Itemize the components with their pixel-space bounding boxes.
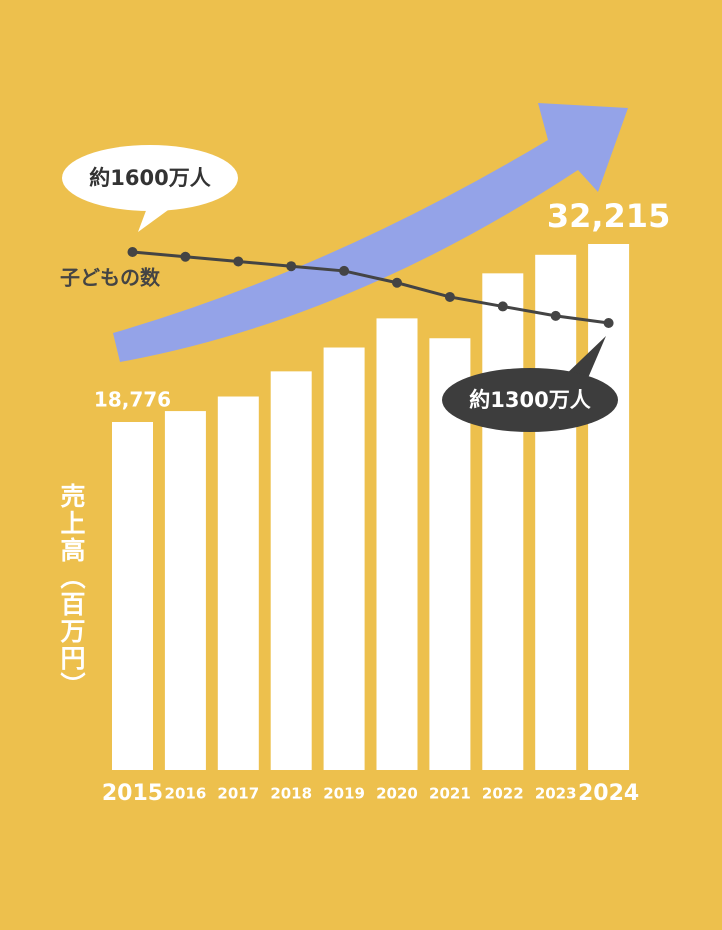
bar: [164, 411, 206, 770]
bar: [535, 254, 577, 771]
x-tick-label: 2021: [429, 785, 471, 803]
callout-bubble: [62, 145, 238, 211]
callout-bubble: [442, 368, 618, 432]
x-tick-label: 2018: [270, 785, 312, 803]
x-tick-label: 2024: [578, 781, 639, 806]
line: [132, 250, 609, 325]
line-point: [497, 301, 508, 312]
line-point: [286, 261, 297, 272]
x-tick-label: 2023: [535, 785, 577, 803]
bar: [270, 371, 312, 770]
x-tick-label: 2019: [323, 785, 365, 803]
bar: [376, 318, 418, 770]
overlay: 売上高（百万円） 2015 2016 2017 2018 2019 2020 2021 202…: [57, 145, 670, 806]
line-point: [603, 318, 614, 328]
line-point: [392, 277, 402, 288]
growth-arrow: [113, 103, 628, 362]
bar: [482, 273, 524, 770]
bar: [588, 244, 630, 770]
x-tick-label: 2022: [482, 785, 524, 803]
bar: [217, 396, 259, 770]
bar: [112, 422, 153, 770]
callout-label: 約1300万人: [469, 388, 590, 412]
line-point: [127, 247, 138, 257]
line-point: [444, 291, 455, 302]
bar: [323, 347, 365, 770]
x-tick-label: 2020: [376, 785, 418, 803]
line-point: [339, 265, 350, 276]
callout-label: 約1600万人: [89, 166, 210, 190]
bars: [112, 244, 630, 771]
value-label: 18,776: [94, 388, 171, 412]
line-point: [550, 310, 561, 321]
line-point: [233, 256, 244, 267]
y-axis-label: 売上高（百万円）: [57, 483, 86, 699]
value-label: 32,215: [547, 197, 670, 235]
x-tick-label: 2015: [102, 781, 163, 806]
x-tick-label: 2016: [165, 785, 207, 803]
x-tick-label: 2017: [217, 785, 259, 803]
series-label: 子どもの数: [60, 266, 161, 290]
line-point: [180, 251, 191, 262]
